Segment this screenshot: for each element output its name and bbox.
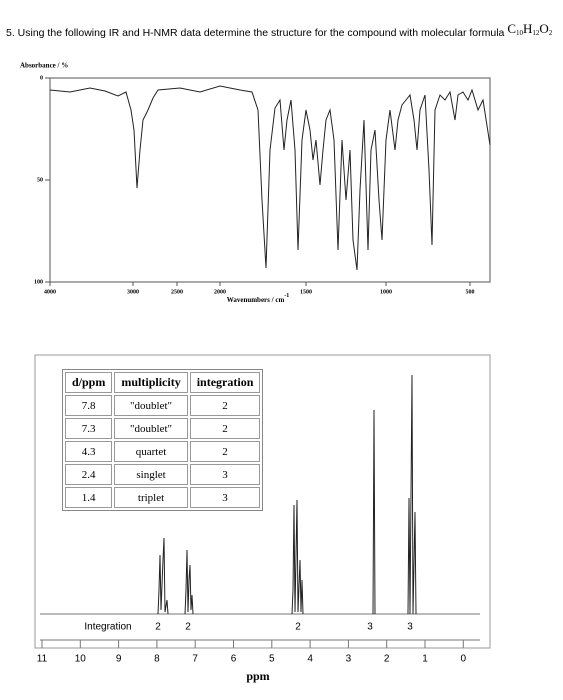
formula-subscript: 12	[532, 29, 540, 37]
nmr-x-tick-label: 3	[346, 654, 352, 665]
header-cell: integration	[189, 372, 261, 393]
nmr-x-tick-label: 0	[461, 654, 467, 665]
table-cell: singlet	[114, 464, 188, 485]
ir-frame	[49, 77, 491, 283]
ir-y-tick-label: 100	[34, 279, 43, 285]
ir-x-label-text: Wavenumbers / cm	[227, 296, 285, 304]
nmr-frame	[34, 354, 491, 649]
table-row: 4.3 quartet 2	[65, 441, 261, 462]
ir-y-label: Absorbance / %	[20, 62, 68, 70]
table-cell: 2	[189, 395, 261, 416]
integration-label: Integration	[84, 622, 131, 633]
table-cell: 3	[189, 487, 261, 508]
nmr-x-tick-label: 4	[307, 654, 313, 665]
table-cell: 2	[189, 441, 261, 462]
table-cell: "doublet"	[114, 418, 188, 439]
header-cell: multiplicity	[114, 372, 188, 393]
table-row: 7.3 "doublet" 2	[65, 418, 261, 439]
nmr-x-tick-label: 6	[231, 654, 237, 665]
ir-x-tick-label: 2000	[214, 289, 226, 295]
formula-element: H	[523, 21, 532, 36]
table-row: 1.4 triplet 3	[65, 487, 261, 508]
ir-x-tick-label: 2500	[171, 289, 183, 295]
formula-subscript: 2	[549, 29, 553, 37]
nmr-x-tick-label: 8	[154, 654, 160, 665]
nmr-x-tick-label: 7	[192, 654, 198, 665]
integration-value: 2	[185, 622, 191, 633]
question-text: 5. Using the following IR and H-NMR data…	[6, 27, 507, 39]
ir-x-tick-label: 4000	[44, 289, 56, 295]
table-cell: triplet	[114, 487, 188, 508]
question: 5. Using the following IR and H-NMR data…	[6, 21, 553, 39]
nmr-x-tick-label: 11	[37, 654, 48, 665]
formula-element: C	[507, 21, 516, 36]
ir-y-tick-label: 0	[40, 75, 43, 81]
integration-value: 2	[295, 622, 301, 633]
integration-value: 3	[407, 622, 413, 633]
ir-x-label-sup: -1	[284, 293, 289, 299]
ir-x-label: Wavenumbers / cm-1	[227, 293, 290, 303]
formula-element: O	[539, 21, 548, 36]
ir-x-tick-label: 1500	[300, 289, 312, 295]
integration-value: 3	[367, 622, 373, 633]
table-cell: 7.8	[65, 395, 113, 416]
ir-x-tick-label: 1000	[380, 289, 392, 295]
table-row: 2.4 singlet 3	[65, 464, 261, 485]
nmr-x-tick-label: 10	[75, 654, 87, 665]
nmr-x-tick-label: 2	[384, 654, 390, 665]
table-header: d/ppm multiplicity integration	[65, 372, 261, 393]
table-cell: 4.3	[65, 441, 113, 462]
table-cell: 7.3	[65, 418, 113, 439]
ir-x-tick-label: 500	[466, 289, 475, 295]
table-cell: "doublet"	[114, 395, 188, 416]
ir-y-tick-label: 50	[37, 177, 43, 183]
ir-spectrum	[49, 85, 491, 271]
table-cell: 3	[189, 464, 261, 485]
integration-value: 2	[155, 622, 161, 633]
nmr-x-label: ppm	[246, 669, 269, 683]
formula-subscript: 10	[516, 29, 524, 37]
table-row: 7.8 "doublet" 2	[65, 395, 261, 416]
table-cell: 1.4	[65, 487, 113, 508]
ir-x-tick-label: 3000	[127, 289, 139, 295]
table-cell: 2.4	[65, 464, 113, 485]
nmr-x-tick-label: 1	[422, 654, 428, 665]
nmr-table: d/ppm multiplicity integration 7.8 "doublet"…	[62, 369, 264, 511]
nmr-spectrum	[157, 374, 417, 615]
table-cell: quartet	[114, 441, 188, 462]
table-cell: 2	[189, 418, 261, 439]
nmr-x-tick-label: 9	[116, 654, 122, 665]
nmr-x-tick-label: 5	[269, 654, 275, 665]
header-cell: d/ppm	[65, 372, 113, 393]
